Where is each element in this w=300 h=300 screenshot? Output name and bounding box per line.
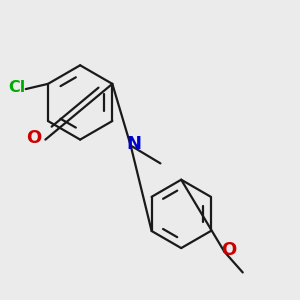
Text: Cl: Cl xyxy=(8,80,26,95)
Text: N: N xyxy=(126,135,141,153)
Text: O: O xyxy=(221,241,236,259)
Text: O: O xyxy=(26,129,41,147)
